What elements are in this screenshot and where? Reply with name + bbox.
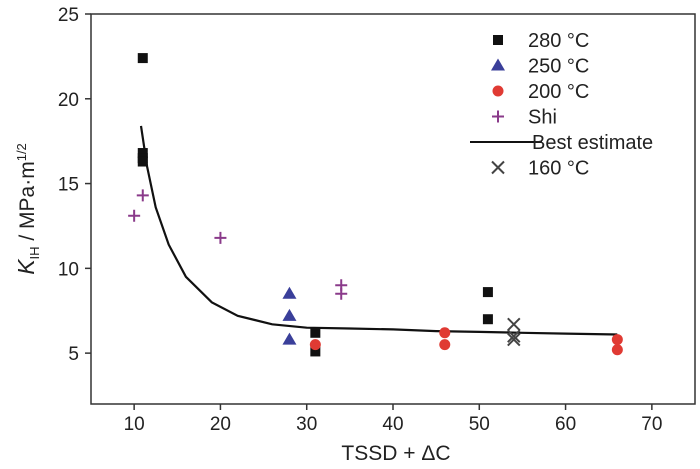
point-250-c bbox=[282, 332, 297, 345]
point-250-c bbox=[282, 286, 297, 299]
point-200-c bbox=[439, 339, 451, 351]
best-estimate-layer bbox=[139, 125, 618, 336]
point-280-c bbox=[137, 156, 148, 167]
x-tick-label: 20 bbox=[210, 414, 231, 435]
data-points bbox=[128, 53, 623, 357]
y-axis-label: KIH / MPa·m1/2 bbox=[13, 143, 42, 275]
point-280-c bbox=[137, 53, 148, 64]
point-shi bbox=[128, 209, 141, 222]
point-160-c bbox=[507, 329, 521, 343]
x-tick-label: 40 bbox=[382, 414, 403, 435]
point-280-c bbox=[310, 346, 321, 357]
point-280-c bbox=[482, 287, 493, 298]
point-160-c bbox=[507, 332, 521, 347]
point-200-c bbox=[611, 344, 623, 356]
y-axis-label-main: K bbox=[13, 258, 39, 275]
legend-swatch-160-c bbox=[491, 160, 505, 175]
legend-label-280-c: 280 °C bbox=[528, 30, 589, 52]
legend: 280 °C 250 °C 200 °C Shi Best estimate 160 °C bbox=[470, 30, 653, 180]
x-tick-label: 10 bbox=[124, 414, 145, 435]
legend-label-200-c: 200 °C bbox=[528, 81, 589, 103]
legend-swatch-250-c bbox=[491, 58, 505, 71]
point-shi bbox=[214, 231, 227, 244]
point-160-c bbox=[507, 317, 521, 332]
y-tick-label: 10 bbox=[58, 259, 79, 280]
y-axis-label-unit: / MPa·m bbox=[16, 161, 39, 246]
y-tick-label: 5 bbox=[68, 344, 79, 365]
y-axis-ticks: 5 10 15 20 25 bbox=[58, 5, 91, 365]
series-best-estimate-line bbox=[139, 125, 618, 336]
x-tick-label: 50 bbox=[469, 414, 490, 435]
legend-label-160-c: 160 °C bbox=[528, 158, 589, 180]
x-tick-label: 70 bbox=[641, 414, 662, 435]
point-shi bbox=[335, 287, 348, 300]
x-axis-ticks: 10 20 30 40 50 60 70 bbox=[124, 404, 662, 435]
y-axis-label-sub: IH bbox=[27, 246, 42, 259]
y-axis-label-sup: 1/2 bbox=[14, 143, 29, 161]
y-tick-label: 15 bbox=[58, 175, 79, 196]
point-200-c bbox=[309, 339, 321, 351]
legend-swatch-shi bbox=[492, 110, 504, 123]
point-200-c bbox=[611, 334, 623, 346]
x-tick-label: 60 bbox=[555, 414, 576, 435]
y-tick-label: 20 bbox=[58, 90, 79, 111]
point-280-c bbox=[310, 327, 321, 338]
plot-frame bbox=[90, 13, 696, 405]
legend-swatch-200-c bbox=[492, 85, 504, 97]
x-axis-label: TSSD + ΔC bbox=[341, 442, 450, 465]
legend-label-250-c: 250 °C bbox=[528, 56, 589, 78]
y-tick-label: 25 bbox=[58, 5, 79, 26]
point-shi bbox=[136, 189, 149, 202]
point-200-c bbox=[439, 327, 451, 339]
point-250-c bbox=[282, 308, 297, 321]
legend-label-best-estimate: Best estimate bbox=[532, 132, 653, 154]
point-280-c bbox=[137, 148, 148, 159]
point-280-c bbox=[482, 314, 493, 325]
x-tick-label: 30 bbox=[296, 414, 317, 435]
legend-swatch-280-c bbox=[493, 35, 503, 45]
legend-label-shi: Shi bbox=[528, 107, 557, 129]
